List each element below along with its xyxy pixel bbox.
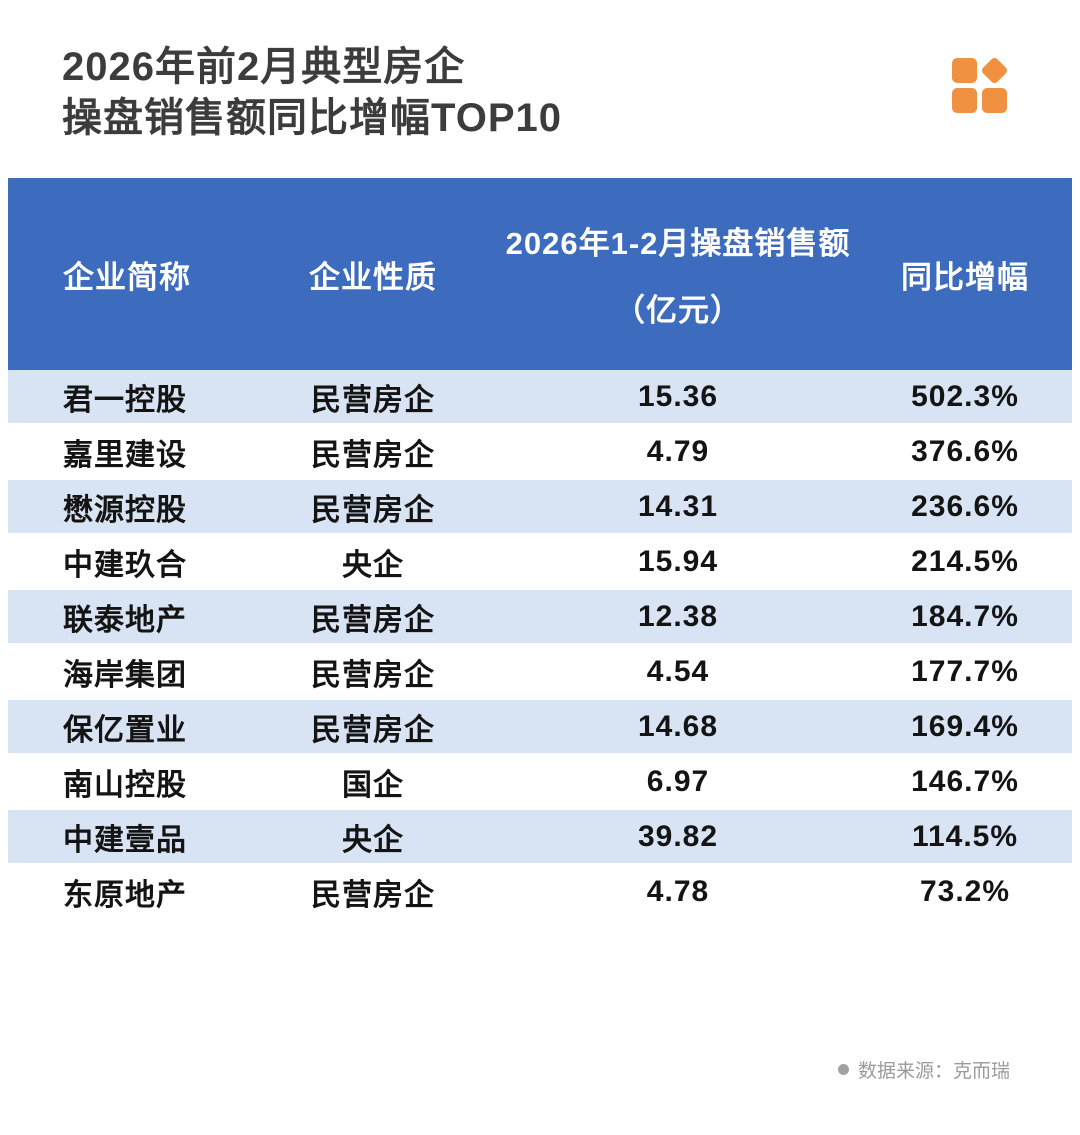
table-row: 联泰地产 民营房企 12.38 184.7% [8, 590, 1072, 645]
data-table: 企业简称 企业性质 2026年1-2月操盘销售额 （亿元） 同比增幅 君一控股 … [8, 178, 1072, 920]
cell-company: 君一控股 [63, 383, 187, 417]
cell-growth: 214.5% [911, 544, 1019, 578]
cell-nature: 民营房企 [311, 383, 435, 417]
header-company: 企业简称 [63, 259, 191, 295]
cell-nature: 民营房企 [311, 878, 435, 912]
cell-growth: 146.7% [911, 764, 1019, 798]
table-header-row: 企业简称 企业性质 2026年1-2月操盘销售额 （亿元） 同比增幅 [8, 178, 1072, 370]
table-row: 懋源控股 民营房企 14.31 236.6% [8, 480, 1072, 535]
cell-company: 嘉里建设 [63, 438, 187, 472]
cell-nature: 央企 [342, 548, 404, 582]
orange-squares-logo-icon [952, 56, 1009, 114]
source-label: 数据来源：克而瑞 [857, 1061, 1010, 1082]
page-title-line1: 2026年前2月典型房企 [62, 45, 466, 89]
logo-diamond-icon [980, 56, 1009, 85]
cell-sales: 39.82 [637, 819, 719, 853]
table-row: 嘉里建设 民营房企 4.79 376.6% [8, 425, 1072, 480]
logo-square-icon [952, 58, 977, 83]
cell-growth: 114.5% [911, 819, 1019, 853]
cell-company: 东原地产 [63, 878, 187, 912]
page-title-line2: 操盘销售额同比增幅TOP10 [62, 96, 562, 141]
logo-square-icon [982, 88, 1007, 113]
cell-sales: 15.36 [637, 379, 719, 413]
cell-company: 中建玖合 [63, 548, 187, 582]
cell-nature: 民营房企 [311, 493, 435, 527]
logo-square-icon [952, 88, 977, 113]
cell-company: 海岸集团 [63, 658, 187, 692]
cell-company: 懋源控股 [63, 493, 187, 527]
cell-sales: 4.79 [646, 434, 710, 468]
cell-growth: 73.2% [919, 874, 1011, 908]
cell-nature: 民营房企 [311, 603, 435, 637]
data-source-note: 数据来源：克而瑞 [837, 1056, 1010, 1083]
cell-sales: 4.78 [646, 874, 710, 908]
cell-nature: 央企 [342, 823, 404, 857]
cell-growth: 236.6% [911, 489, 1019, 523]
table-row: 南山控股 国企 6.97 146.7% [8, 755, 1072, 810]
cell-sales: 14.31 [637, 489, 719, 523]
cell-company: 中建壹品 [63, 823, 187, 857]
cell-nature: 民营房企 [311, 658, 435, 692]
cell-nature: 民营房企 [311, 713, 435, 747]
table-body: 君一控股 民营房企 15.36 502.3% 嘉里建设 民营房企 4.79 37… [8, 370, 1072, 920]
cell-company: 联泰地产 [63, 603, 187, 637]
cell-growth: 376.6% [911, 434, 1019, 468]
cell-growth: 502.3% [911, 379, 1019, 413]
header-sales: 2026年1-2月操盘销售额 （亿元） [498, 218, 858, 330]
cell-growth: 169.4% [911, 709, 1019, 743]
cell-growth: 177.7% [911, 654, 1019, 688]
header-growth: 同比增幅 [901, 259, 1029, 295]
table-row: 君一控股 民营房企 15.36 502.3% [8, 370, 1072, 425]
cell-sales: 4.54 [646, 654, 710, 688]
cell-company: 南山控股 [63, 768, 187, 802]
header-sales-line1: 2026年1-2月操盘销售额 [505, 226, 851, 261]
header-nature: 企业性质 [309, 259, 437, 295]
cell-sales: 15.94 [637, 544, 719, 578]
table-row: 东原地产 民营房企 4.78 73.2% [8, 865, 1072, 920]
cell-company: 保亿置业 [63, 713, 187, 747]
header-sales-line2: （亿元） [614, 293, 742, 328]
cell-sales: 12.38 [637, 599, 719, 633]
cell-sales: 14.68 [637, 709, 719, 743]
source-dot-icon [837, 1064, 849, 1075]
table-row: 中建壹品 央企 39.82 114.5% [8, 810, 1072, 865]
table-row: 中建玖合 央企 15.94 214.5% [8, 535, 1072, 590]
cell-nature: 国企 [342, 768, 404, 802]
cell-sales: 6.97 [646, 764, 710, 798]
cell-growth: 184.7% [911, 599, 1019, 633]
table-row: 海岸集团 民营房企 4.54 177.7% [8, 645, 1072, 700]
page-title: 2026年前2月典型房企 操盘销售额同比增幅TOP10 [62, 42, 562, 144]
table-row: 保亿置业 民营房企 14.68 169.4% [8, 700, 1072, 755]
cell-nature: 民营房企 [311, 438, 435, 472]
